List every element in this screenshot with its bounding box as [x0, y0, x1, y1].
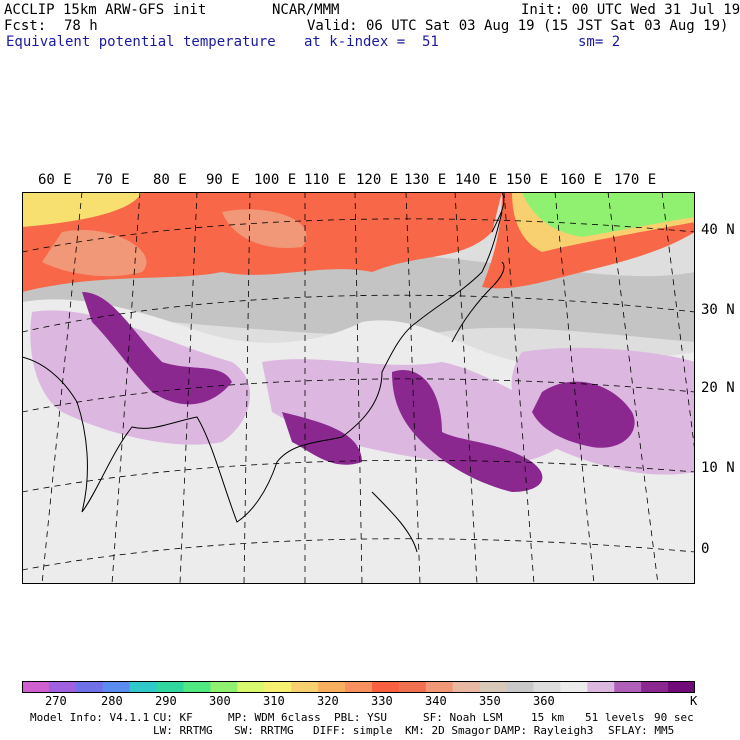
- colorbar-swatch: [264, 681, 292, 693]
- salmon-patch: [222, 209, 307, 248]
- colorbar-swatch: [425, 681, 454, 693]
- colorbar-swatch: [210, 681, 238, 693]
- colorbar-label: 320: [317, 694, 339, 708]
- lon-label: 60 E: [38, 172, 72, 188]
- colorbar-label: 290: [155, 694, 177, 708]
- purple-west-pacific: [532, 381, 635, 448]
- coastlines: [22, 192, 505, 553]
- lat-label: 10 N: [701, 460, 735, 476]
- field-name: Equivalent potential temperature: [6, 34, 276, 50]
- green-pacific: [522, 192, 695, 237]
- salmon-patch: [42, 230, 147, 277]
- colorbar-swatch: [560, 681, 588, 693]
- purple-vietnam: [282, 412, 362, 465]
- colorbar-swatch: [533, 681, 561, 693]
- colorbar-swatch: [668, 681, 695, 693]
- colorbar-swatch: [479, 681, 508, 693]
- colorbar-swatch: [614, 681, 642, 693]
- colorbar-swatch: [102, 681, 131, 693]
- colorbar-swatch: [641, 681, 669, 693]
- model-info-mp: MP: WDM 6class: [228, 711, 321, 724]
- map-frame: [22, 192, 695, 584]
- colorbar-frame: [22, 681, 695, 693]
- colorbar-label: 270: [45, 694, 67, 708]
- colorbar-swatch: [345, 681, 373, 693]
- colorbar-label: 340: [425, 694, 447, 708]
- model-info-sflay: SFLAY: MM5: [608, 724, 675, 737]
- lon-label: 130 E: [404, 172, 447, 188]
- init-time: Init: 00 UTC Wed 31 Jul 19: [521, 2, 740, 18]
- graticule: [22, 192, 695, 584]
- colorbar-swatch: [48, 681, 77, 693]
- valid-time: Valid: 06 UTC Sat 03 Aug 19 (15 JST Sat …: [307, 18, 729, 34]
- model-info-resolution: 15 km: [531, 711, 565, 724]
- model-info-timestep: 90 sec: [654, 711, 694, 724]
- colorbar-label: 280: [101, 694, 123, 708]
- colorbar-swatch: [237, 681, 265, 693]
- colorbar: [22, 681, 695, 693]
- colorbar-swatch: [183, 681, 211, 693]
- lon-label: 150 E: [506, 172, 549, 188]
- colorbar-label: 310: [263, 694, 285, 708]
- lon-label: 100 E: [254, 172, 297, 188]
- colorbar-swatch: [129, 681, 158, 693]
- org-label: NCAR/MMM: [272, 2, 340, 18]
- purple-himalaya: [82, 292, 232, 405]
- colorbar-swatch: [75, 681, 104, 693]
- colorbar-swatch: [398, 681, 427, 693]
- colorbar-swatch: [587, 681, 615, 693]
- model-info-cu: CU: KF: [153, 711, 193, 724]
- lon-label: 70 E: [96, 172, 130, 188]
- lon-label: 80 E: [153, 172, 187, 188]
- model-info-levels: 51 levels: [585, 711, 645, 724]
- colorbar-swatch: [156, 681, 185, 693]
- lon-label: 110 E: [304, 172, 347, 188]
- lat-label: 20 N: [701, 380, 735, 396]
- lon-label: 120 E: [356, 172, 399, 188]
- yellow-northwest: [22, 192, 142, 227]
- colorbar-swatch: [452, 681, 481, 693]
- lat-label: 0: [701, 541, 710, 557]
- lon-label: 140 E: [455, 172, 498, 188]
- colorbar-label: 330: [371, 694, 393, 708]
- model-info-pbl: PBL: YSU: [334, 711, 387, 724]
- colorbar-label: 300: [209, 694, 231, 708]
- model-title: ACCLIP 15km ARW-GFS init: [4, 2, 207, 18]
- lon-label: 90 E: [206, 172, 240, 188]
- model-info-diff: DIFF: simple: [313, 724, 393, 737]
- lat-label: 40 N: [701, 222, 735, 238]
- forecast-hour: 78 h: [64, 18, 98, 34]
- colorbar-label: 360: [533, 694, 555, 708]
- colorbar-unit: K: [690, 694, 698, 708]
- colorbar-swatch: [318, 681, 346, 693]
- forecast-label: Fcst:: [4, 18, 47, 34]
- model-info-damp: DAMP: Rayleigh3: [494, 724, 594, 737]
- model-info-sf: SF: Noah LSM: [423, 711, 503, 724]
- colorbar-swatch: [506, 681, 534, 693]
- colorbar-swatch: [291, 681, 319, 693]
- smoothing-label: sm= 2: [578, 34, 621, 50]
- colorbar-label: 350: [479, 694, 501, 708]
- model-info-lw: LW: RRTMG: [153, 724, 213, 737]
- model-info-version: Model Info: V4.1.1: [30, 711, 150, 724]
- model-info-sw: SW: RRTMG: [234, 724, 294, 737]
- lat-label: 30 N: [701, 302, 735, 318]
- colorbar-swatch: [371, 681, 400, 693]
- model-info-km: KM: 2D Smagor: [405, 724, 492, 737]
- lon-label: 170 E: [614, 172, 657, 188]
- lon-label: 160 E: [560, 172, 603, 188]
- colorbar-swatch: [22, 681, 50, 693]
- level-index: at k-index = 51: [304, 34, 439, 50]
- theta-e-map: [22, 192, 695, 584]
